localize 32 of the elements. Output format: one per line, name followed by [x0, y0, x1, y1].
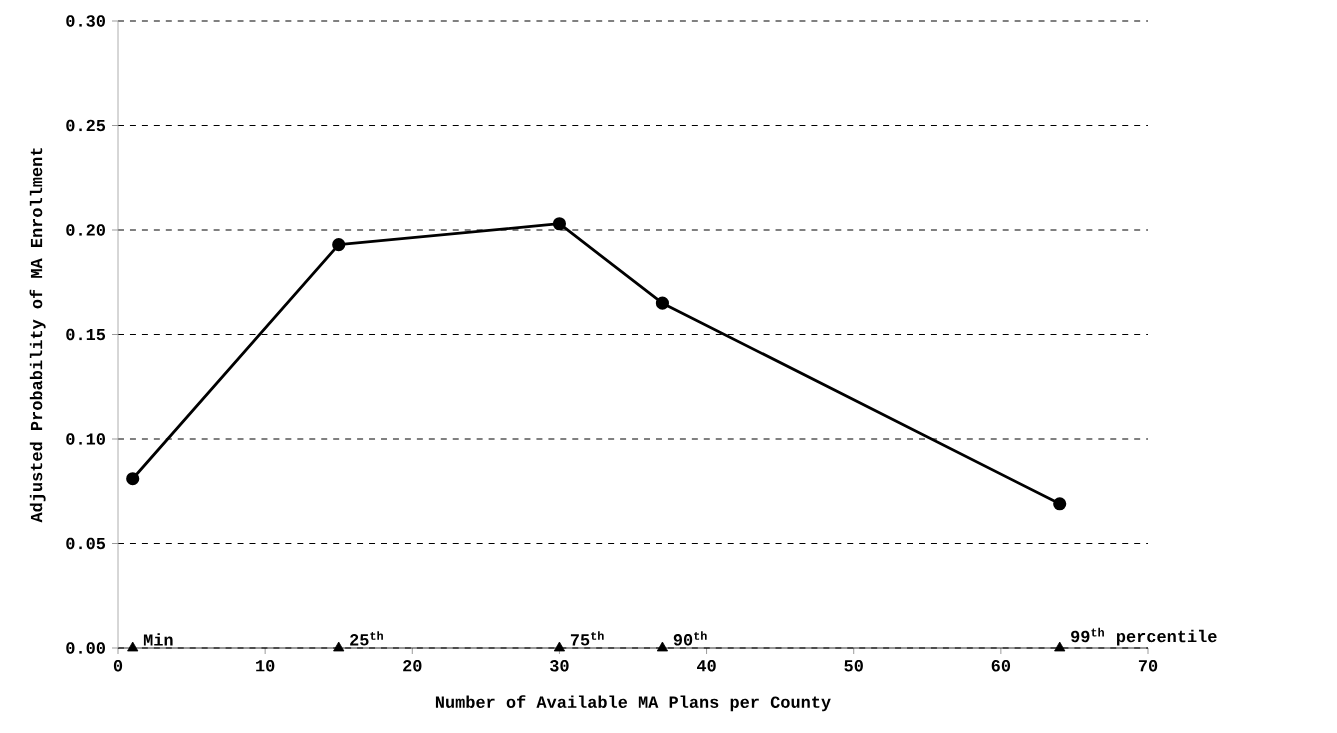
x-tick-label: 0 [113, 660, 123, 672]
y-tick-label: 0.00 [66, 642, 105, 654]
x-axis-title: Number of Available MA Plans per County [435, 695, 831, 712]
annotation: 90$^{th}$ [673, 631, 707, 646]
x-tick-label: 20 [403, 660, 422, 672]
annotation: 99$^{th}$ percentile [1071, 627, 1217, 646]
x-tick-label: 10 [256, 660, 275, 672]
point [1054, 641, 1066, 652]
point [126, 472, 140, 486]
y-tick-label: 0.30 [66, 15, 105, 27]
annotation: 25$^{th}$ [350, 631, 383, 646]
x-tick-label: 70 [1138, 660, 1158, 672]
point [552, 217, 567, 231]
point [553, 641, 566, 652]
y-tick-label: 0.25 [66, 119, 106, 132]
x-tick-label: 40 [697, 660, 716, 672]
x-tick-label: 60 [991, 660, 1011, 672]
y-tick-label: 0.10 [66, 433, 105, 445]
annotation: Min [143, 633, 173, 646]
point [655, 296, 670, 310]
point [333, 641, 345, 652]
point [656, 641, 669, 652]
x-tick-label: 30 [550, 660, 569, 672]
point [1053, 497, 1067, 511]
y-tick-label: 0.20 [66, 224, 105, 236]
annotation: 75$^{th}$ [570, 631, 604, 646]
y-tick-label: 0.15 [66, 328, 106, 341]
point [332, 238, 346, 252]
y-tick-label: 0.05 [66, 537, 106, 550]
y-axis-title: Adjusted Probability of MA Enrollment [29, 148, 46, 523]
x-tick-label: 50 [844, 660, 863, 672]
point [127, 641, 139, 652]
